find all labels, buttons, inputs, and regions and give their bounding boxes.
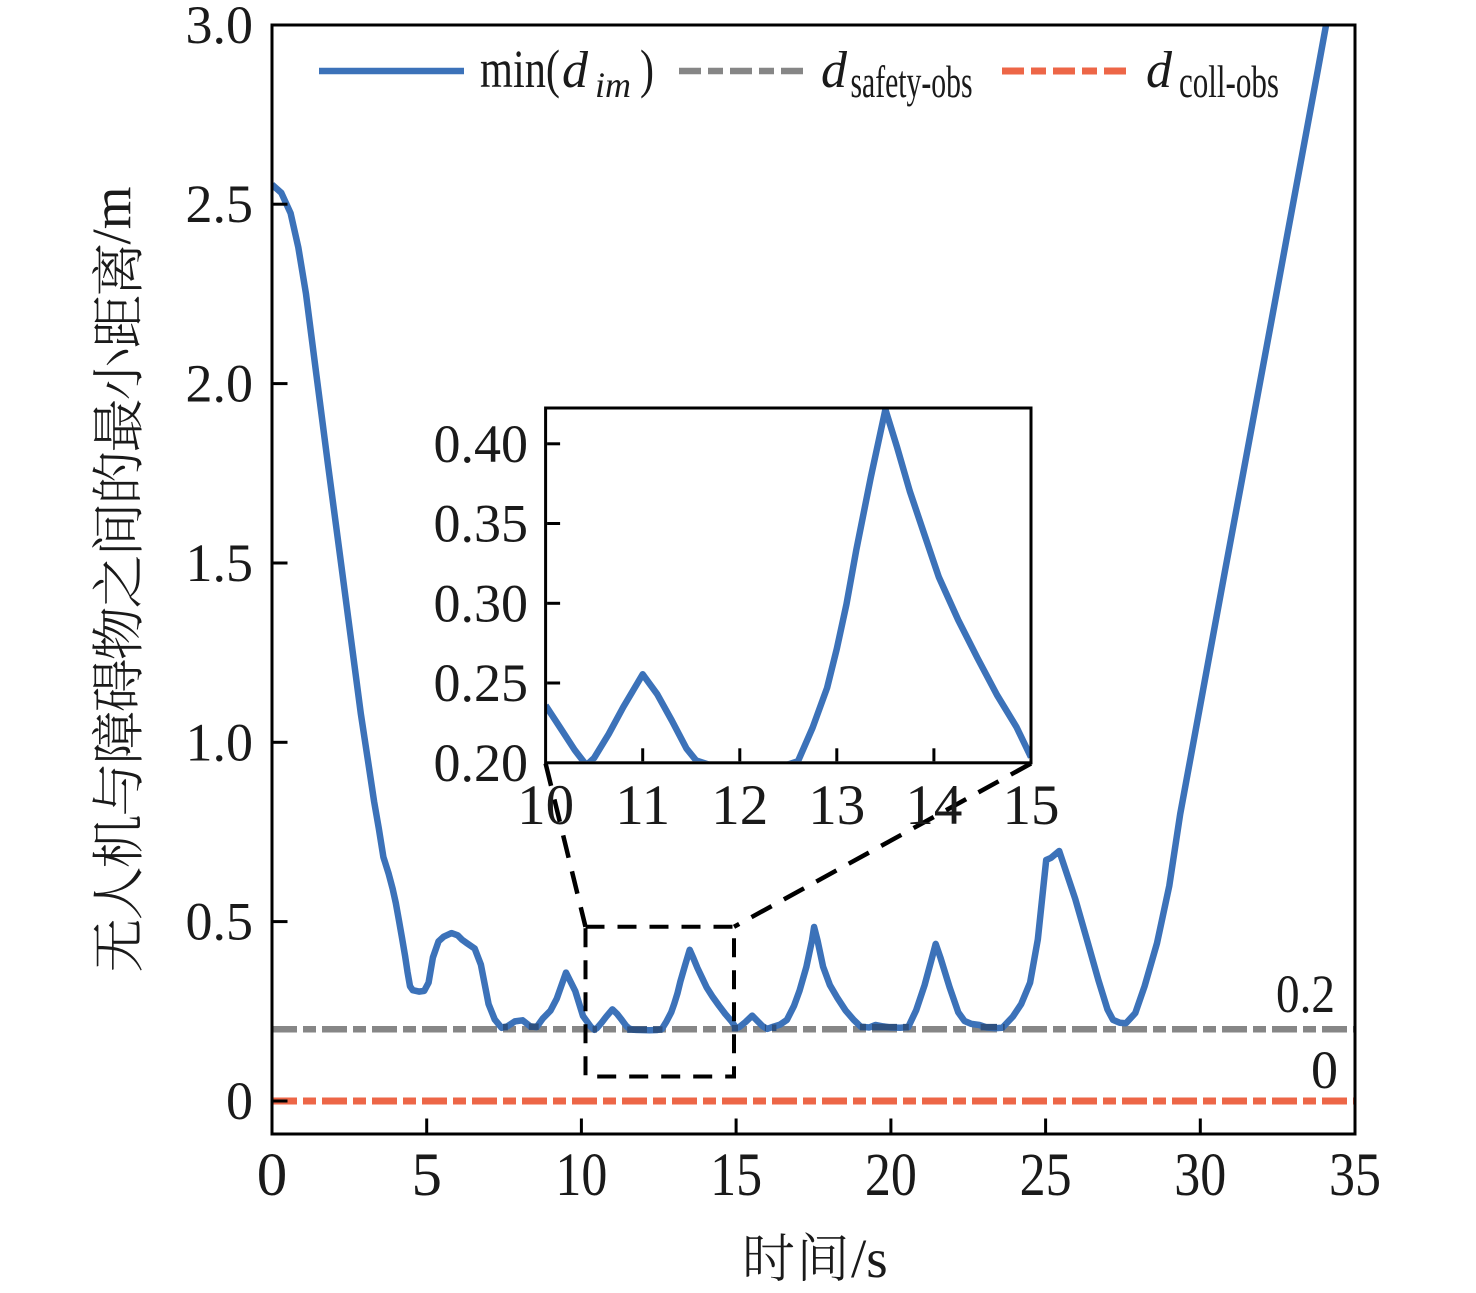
svg-text:0: 0 — [226, 1071, 253, 1131]
svg-text:safety-obs: safety-obs — [851, 56, 973, 107]
svg-text:1.0: 1.0 — [186, 712, 254, 772]
svg-text:1.5: 1.5 — [186, 533, 254, 593]
svg-text:0.40: 0.40 — [434, 414, 529, 474]
svg-text:30: 30 — [1174, 1142, 1226, 1209]
svg-text:/m: /m — [81, 186, 142, 244]
svg-text:/s: /s — [851, 1228, 888, 1289]
svg-text:2.0: 2.0 — [186, 354, 254, 414]
svg-text:d: d — [562, 42, 589, 99]
svg-text:15: 15 — [710, 1142, 762, 1209]
svg-text:20: 20 — [865, 1142, 917, 1209]
svg-text:d: d — [821, 42, 848, 99]
svg-text:5: 5 — [411, 1142, 442, 1209]
svg-text:0.20: 0.20 — [434, 733, 529, 793]
svg-text:3.0: 3.0 — [186, 0, 254, 55]
svg-text:2.5: 2.5 — [186, 174, 254, 234]
svg-text:13: 13 — [808, 774, 865, 837]
svg-text:0: 0 — [257, 1142, 288, 1209]
svg-text:0: 0 — [1311, 1040, 1338, 1100]
svg-text:0.25: 0.25 — [434, 653, 529, 713]
svg-text:0.2: 0.2 — [1276, 964, 1335, 1024]
svg-text:0.35: 0.35 — [434, 494, 529, 554]
svg-text:12: 12 — [711, 774, 768, 837]
svg-text:15: 15 — [1003, 774, 1060, 837]
svg-text:10: 10 — [517, 774, 574, 837]
svg-text:10: 10 — [555, 1142, 607, 1209]
svg-text:min(: min( — [480, 39, 560, 99]
svg-text:): ) — [640, 39, 654, 99]
svg-text:35: 35 — [1329, 1142, 1381, 1209]
svg-text:14: 14 — [905, 774, 962, 837]
svg-text:d: d — [1146, 42, 1173, 99]
svg-text:coll-obs: coll-obs — [1179, 56, 1279, 107]
svg-text:11: 11 — [615, 774, 670, 837]
svg-text:0.30: 0.30 — [434, 573, 529, 633]
svg-text:im: im — [595, 65, 631, 105]
svg-text:0.5: 0.5 — [186, 892, 254, 952]
svg-text:25: 25 — [1020, 1142, 1072, 1209]
